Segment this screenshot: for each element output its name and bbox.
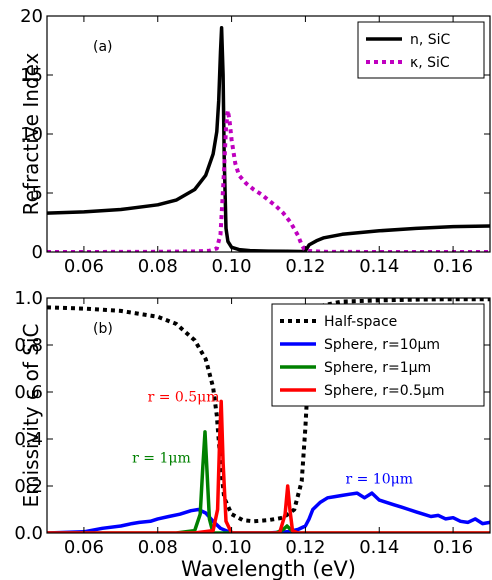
series-line-2: [47, 108, 490, 252]
series-line-1: [47, 298, 490, 524]
legend: n, SiC κ, SiC: [357, 21, 485, 79]
legend-label: Sphere, r=1μm: [324, 360, 431, 376]
panel-label: (b): [93, 321, 113, 337]
legend-label: Half-space: [324, 314, 397, 330]
panel-label: (a): [93, 39, 113, 55]
x-tick-label: 0.16: [433, 537, 473, 558]
annotation-label: r = 0.5μm: [148, 389, 220, 405]
x-tick-label: 0.08: [138, 256, 178, 277]
x-tick-label: 0.08: [138, 537, 178, 558]
legend-label: Sphere, r=10μm: [324, 337, 440, 353]
x-tick-label: 0.06: [64, 537, 104, 558]
legend-box: [357, 21, 485, 79]
x-tick-label: 0.14: [359, 256, 399, 277]
series-line-4: [47, 399, 490, 533]
x-axis-label: Wavelength (eV): [181, 557, 356, 580]
plot-frame: [46, 297, 491, 534]
annotation-label: r = 10μm: [345, 472, 413, 488]
y-tick-label: 1.0: [14, 288, 43, 309]
series-line-3: [47, 430, 490, 533]
x-tick-label: 0.14: [359, 537, 399, 558]
x-tick-label: 0.16: [433, 256, 473, 277]
y-tick-label: 20: [20, 6, 43, 27]
series-lines: [47, 298, 490, 533]
panel-b-emissivity: 0.06 0.08 0.10 0.12 0.14 0.16 0.0 0.2 0.4 0.6 0.8 1…: [14, 288, 491, 580]
x-tick-label: 0.10: [212, 256, 252, 277]
panel-a-refractive-index: 0.06 0.08 0.10 0.12 0.14 0.16 0 5 10 15 20 Refracti…: [19, 6, 491, 277]
series-lines: [47, 26, 490, 252]
y-axis-label: Emissivity ϵ of SiC: [19, 323, 43, 507]
y-tick-label: 15: [20, 65, 43, 86]
y-tick-label: 0.4: [14, 429, 43, 450]
x-tick-label: 0.12: [285, 256, 325, 277]
y-tick-label: 5: [32, 183, 43, 204]
y-tick-label: 0.6: [14, 382, 43, 403]
legend-label: n, SiC: [410, 32, 451, 48]
y-tick-label: 0: [32, 242, 43, 263]
series-line-2: [47, 491, 490, 533]
series-line-1: [47, 26, 490, 252]
x-tick-label: 0.10: [212, 537, 252, 558]
legend: Half-space Sphere, r=10μm Sphere, r=1μm Sph…: [271, 303, 485, 407]
x-tick-label: 0.12: [285, 537, 325, 558]
y-tick-label: 0.2: [14, 476, 43, 497]
y-tick-label: 0.8: [14, 335, 43, 356]
legend-label: Sphere, r=0.5μm: [324, 383, 445, 399]
y-tick-label: 0.0: [14, 523, 43, 544]
y-axis-label: Refractive Index: [19, 52, 43, 215]
x-tick-label: 0.06: [64, 256, 104, 277]
legend-label: κ, SiC: [410, 55, 450, 71]
y-tick-label: 10: [20, 124, 43, 145]
annotation-label: r = 1μm: [132, 451, 191, 467]
